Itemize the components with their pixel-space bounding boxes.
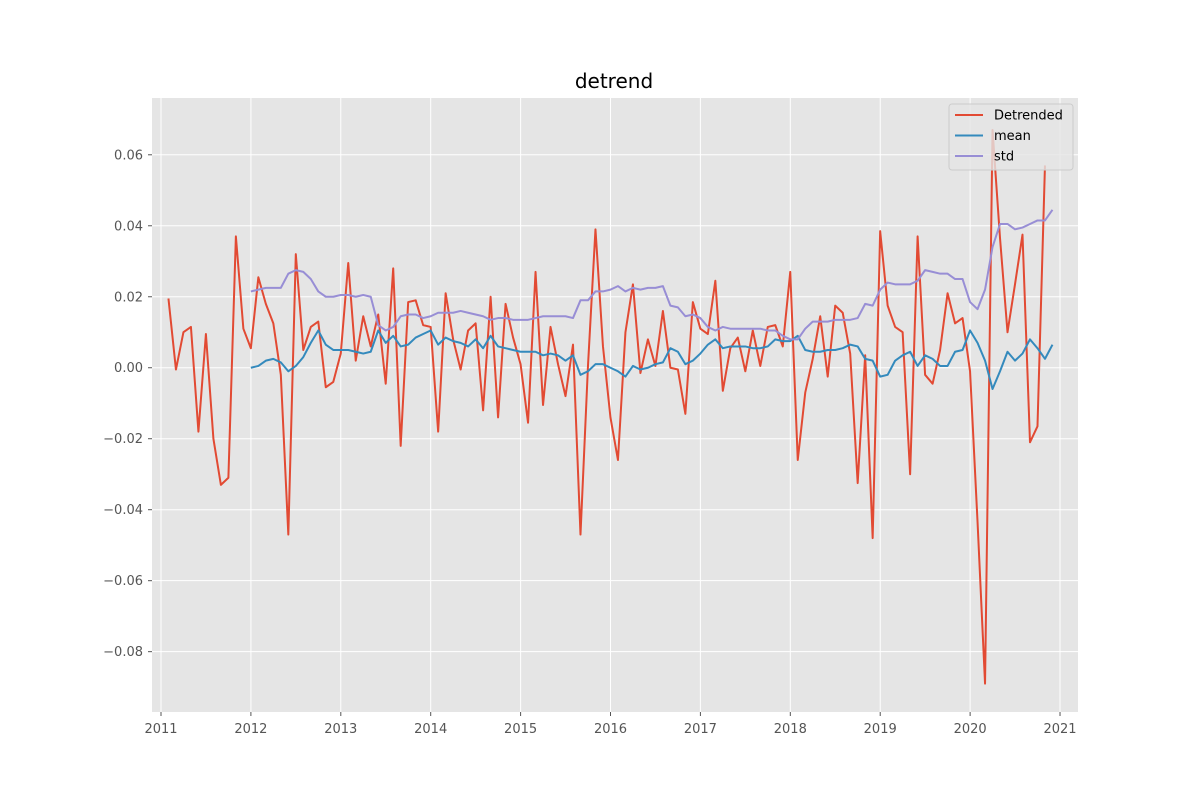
x-tick-label: 2013 bbox=[324, 722, 357, 737]
y-tick-label: 0.02 bbox=[114, 290, 143, 305]
series-layer bbox=[167, 128, 1054, 685]
y-tick-label: −0.04 bbox=[103, 503, 143, 518]
x-tick-label: 2015 bbox=[504, 722, 537, 737]
x-tick-label: 2019 bbox=[864, 722, 897, 737]
legend: Detrended mean std bbox=[948, 103, 1074, 171]
series-line-mean bbox=[250, 329, 1054, 391]
y-tick-label: 0.06 bbox=[114, 148, 143, 163]
y-tick-label: −0.08 bbox=[103, 645, 143, 660]
x-tick-label: 2016 bbox=[594, 722, 627, 737]
y-tick-label: 0.04 bbox=[114, 219, 143, 234]
legend-label-mean: mean bbox=[994, 129, 1031, 144]
series-detrended bbox=[167, 128, 1046, 685]
y-tick-label: 0.00 bbox=[114, 361, 143, 376]
series-mean bbox=[250, 329, 1054, 391]
y-tick-label: −0.06 bbox=[103, 574, 143, 589]
legend-box bbox=[948, 103, 1074, 171]
plot-area bbox=[152, 98, 1078, 712]
axis-ticks: 2011 2012 2013 2014 2015 2016 2017 2018 2019 2020… bbox=[103, 148, 1076, 737]
grid bbox=[152, 98, 1078, 712]
series-std bbox=[250, 209, 1054, 341]
y-tick-label: −0.02 bbox=[103, 432, 143, 447]
x-tick-label: 2014 bbox=[414, 722, 447, 737]
x-tick-label: 2021 bbox=[1043, 722, 1076, 737]
x-tick-label: 2012 bbox=[234, 722, 267, 737]
legend-label-detrended: Detrended bbox=[994, 109, 1063, 124]
x-tick-label: 2017 bbox=[684, 722, 717, 737]
series-line-std bbox=[250, 209, 1054, 341]
x-tick-label: 2011 bbox=[144, 722, 177, 737]
legend-label-std: std bbox=[994, 150, 1014, 165]
series-line-detrended bbox=[167, 128, 1046, 685]
chart-title: detrend bbox=[575, 69, 653, 93]
x-tick-label: 2020 bbox=[954, 722, 987, 737]
x-tick-label: 2018 bbox=[774, 722, 807, 737]
